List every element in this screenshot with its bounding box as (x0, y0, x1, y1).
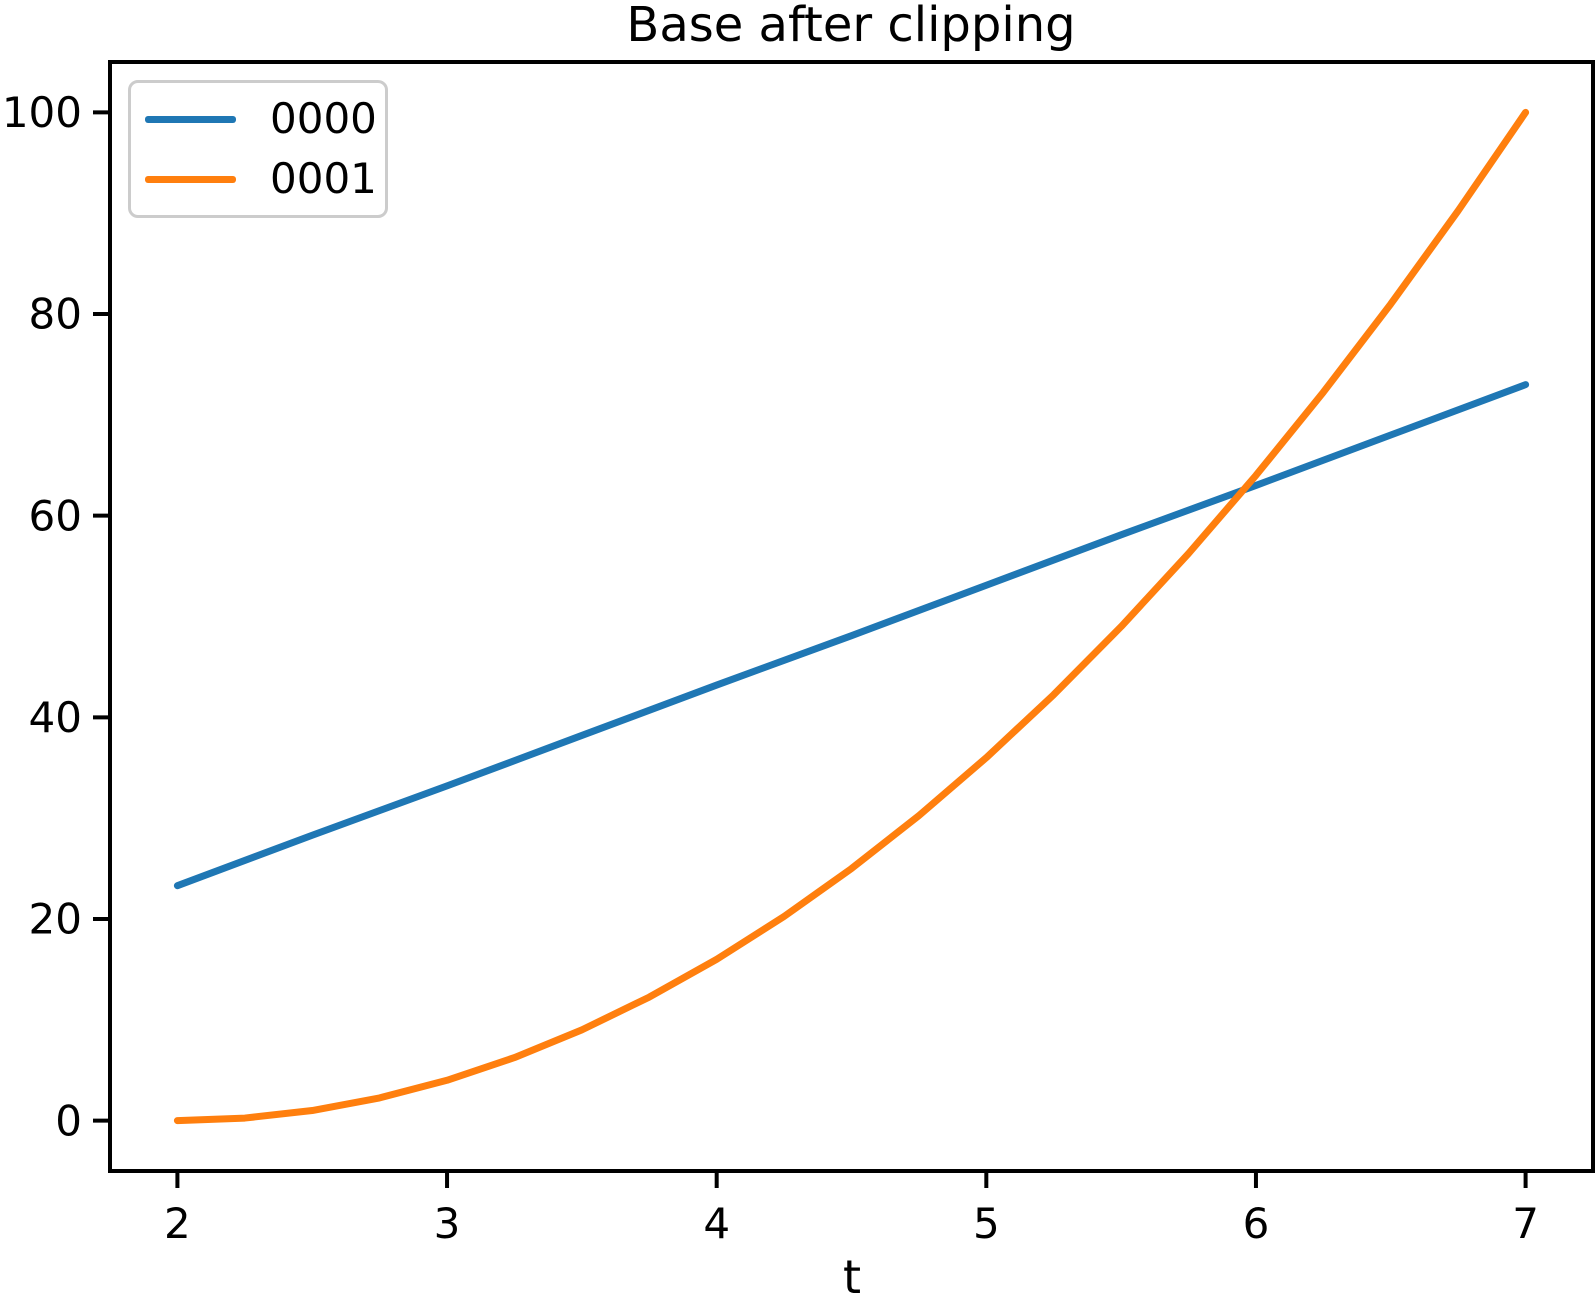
x-tick-label: 6 (1243, 1199, 1270, 1248)
y-tick-label: 0 (55, 1096, 82, 1145)
series-line-0000 (173, 381, 1530, 890)
y-tick-label: 20 (29, 895, 82, 944)
x-tick-label: 7 (1512, 1199, 1539, 1248)
legend-label: 0000 (270, 94, 377, 143)
legend-entry: 0000 (145, 90, 377, 148)
plot-frame (108, 60, 1595, 1173)
series-line-0001 (173, 108, 1530, 1125)
y-tick-label: 80 (29, 290, 82, 339)
y-tick-label: 60 (29, 491, 82, 540)
chart-title: Base after clipping (626, 0, 1075, 53)
y-tick-label: 100 (2, 88, 82, 137)
x-tick-label: 2 (164, 1199, 191, 1248)
legend-label: 0001 (270, 154, 377, 203)
legend: 0000 0001 (128, 80, 388, 218)
x-tick-label: 3 (434, 1199, 461, 1248)
y-tick-label: 40 (29, 693, 82, 742)
legend-entry: 0001 (145, 150, 377, 208)
x-axis-label: t (843, 1250, 861, 1301)
x-tick-label: 4 (703, 1199, 730, 1248)
axes-layer: 2 3 4 5 6 7 0 20 40 60 80 100 (2, 88, 1539, 1248)
legend-line-swatch (145, 115, 236, 123)
x-tick-label: 5 (973, 1199, 1000, 1248)
legend-line-swatch (145, 175, 236, 183)
series-layer (173, 108, 1530, 1125)
